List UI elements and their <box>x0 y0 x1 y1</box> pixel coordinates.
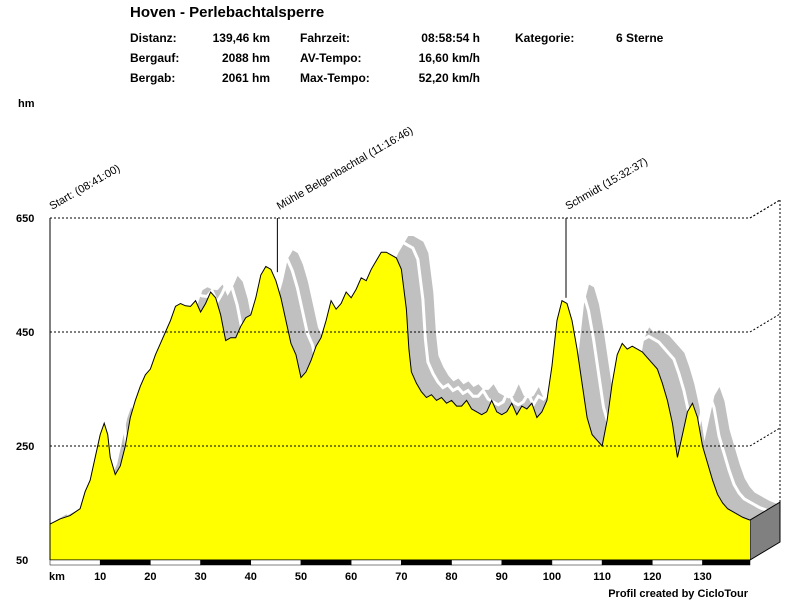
x-axis-unit-label: km <box>49 571 65 583</box>
stat-label-av-tempo: AV-Tempo: <box>300 51 362 65</box>
x-axis-segment <box>350 559 402 566</box>
waypoint-label: Mühle Belgenbachtal (11:16:46) <box>275 125 415 213</box>
stat-value-distanz: 139,46 km <box>212 31 270 45</box>
x-tick-label: 50 <box>295 571 307 583</box>
x-axis-segment <box>49 559 101 566</box>
stat-value-bergab: 2061 hm <box>221 71 270 85</box>
x-tick-label: 120 <box>643 571 661 583</box>
stat-label-max-tempo: Max-Tempo: <box>300 71 370 85</box>
stat-label-bergab: Bergab: <box>130 71 176 85</box>
x-axis-segment <box>652 559 703 566</box>
stat-value-fahrzeit: 08:58:54 h <box>421 31 480 45</box>
profile-line <box>49 251 751 525</box>
grid-line-depth <box>749 427 781 447</box>
chart-title: Hoven - Perlebachtalsperre <box>130 4 325 21</box>
grid-line-depth <box>749 313 781 333</box>
waypoint-label: Schmidt (15:32:37) <box>563 156 649 213</box>
x-axis-segment <box>300 559 352 566</box>
credit-footer: Profil created by CicloTour <box>608 588 748 600</box>
waypoint-label: Start: (08:41:00) <box>48 162 123 212</box>
stat-label-kategorie: Kategorie: <box>515 31 575 45</box>
x-tick-label: 70 <box>395 571 407 583</box>
x-tick-label: 20 <box>144 571 156 583</box>
stat-value-kategorie: 6 Sterne <box>616 31 664 45</box>
y-tick-label: 450 <box>16 327 34 339</box>
x-axis-segment <box>601 559 653 566</box>
y-axis-unit-label: hm <box>18 98 35 110</box>
profile-shadow <box>50 236 777 525</box>
grid-line-depth <box>749 199 781 219</box>
x-tick-label: 40 <box>245 571 257 583</box>
x-axis-segment <box>99 559 151 566</box>
x-tick-label: 100 <box>543 571 561 583</box>
stat-label-distanz: Distanz: <box>130 31 177 45</box>
x-tick-label: 90 <box>496 571 508 583</box>
x-axis-segment <box>200 559 252 566</box>
x-axis-segment <box>702 559 751 566</box>
x-axis-segment <box>150 559 201 566</box>
x-tick-label: 60 <box>345 571 357 583</box>
x-axis-segment <box>250 559 302 566</box>
x-axis-segment <box>451 559 502 566</box>
stat-label-bergauf: Bergauf: <box>130 51 180 65</box>
profile-shadow-highlight <box>65 240 768 516</box>
x-tick-label: 80 <box>445 571 457 583</box>
y-tick-label: 50 <box>16 555 28 567</box>
stat-label-fahrzeit: Fahrzeit: <box>300 31 351 45</box>
stat-value-max-tempo: 52,20 km/h <box>418 71 480 85</box>
profile-area <box>50 252 750 560</box>
y-tick-label: 250 <box>16 441 34 453</box>
y-tick-label: 650 <box>16 213 34 225</box>
x-axis-segment <box>501 559 553 566</box>
x-tick-label: 10 <box>94 571 106 583</box>
stat-value-av-tempo: 16,60 km/h <box>418 51 480 65</box>
x-axis-segment <box>401 559 452 566</box>
x-axis-segment <box>551 559 603 566</box>
x-tick-label: 130 <box>693 571 711 583</box>
x-tick-label: 30 <box>194 571 206 583</box>
stat-value-bergauf: 2088 hm <box>221 51 270 65</box>
x-tick-label: 110 <box>593 571 611 583</box>
